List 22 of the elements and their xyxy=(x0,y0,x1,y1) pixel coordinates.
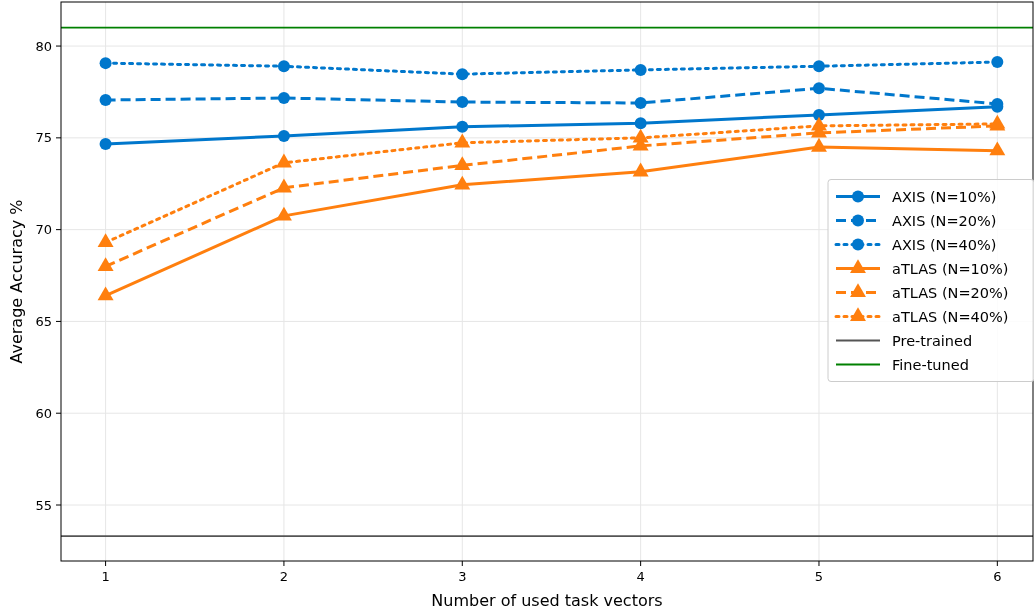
y-axis-title: Average Accuracy % xyxy=(7,199,26,364)
x-tick-label: 3 xyxy=(458,569,467,584)
legend-label: AXIS (N=20%) xyxy=(892,212,997,229)
legend-label: AXIS (N=40%) xyxy=(892,236,997,253)
y-tick-label: 55 xyxy=(35,497,52,513)
x-tick-label: 5 xyxy=(814,569,824,584)
legend-label: Fine-tuned xyxy=(892,356,969,373)
y-tick-label: 70 xyxy=(35,222,52,238)
legend-label: AXIS (N=10%) xyxy=(892,188,997,205)
y-tick-label: 65 xyxy=(35,313,52,329)
y-tick-label: 60 xyxy=(35,405,52,421)
x-axis-title: Number of used task vectors xyxy=(431,591,663,610)
x-tick-label: 6 xyxy=(993,569,1002,584)
legend-label: Pre-trained xyxy=(892,332,973,349)
x-tick-label: 4 xyxy=(636,569,645,584)
legend-label: aTLAS (N=20%) xyxy=(892,284,1009,301)
y-tick-label: 75 xyxy=(35,130,52,146)
y-tick-label: 80 xyxy=(35,38,52,54)
x-tick-label: 2 xyxy=(279,569,289,584)
legend-label: aTLAS (N=10%) xyxy=(892,260,1009,277)
legend-label: aTLAS (N=40%) xyxy=(892,308,1009,325)
x-tick-label: 1 xyxy=(101,569,110,584)
